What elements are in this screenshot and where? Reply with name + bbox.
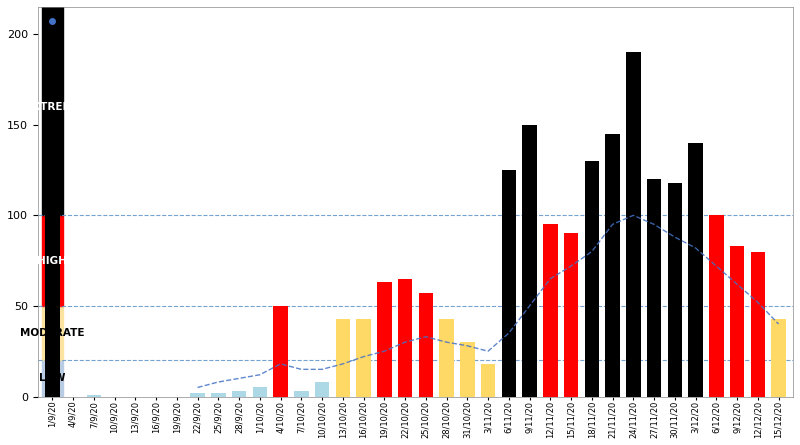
Bar [335,319,350,396]
Bar [626,52,641,396]
Bar [86,395,101,396]
Text: HIGH: HIGH [38,255,67,266]
Bar [688,143,702,396]
Bar [211,393,226,396]
Bar [42,360,62,396]
Bar [460,342,474,396]
Bar [709,215,723,396]
Bar [667,183,682,396]
Bar [606,134,620,396]
Bar [314,382,330,396]
Bar [274,306,288,396]
Bar [771,319,786,396]
Bar [585,161,599,396]
Bar [356,319,371,396]
Bar [253,388,267,396]
Text: LOW: LOW [39,373,66,384]
Bar [42,215,62,306]
Bar [42,0,62,215]
Bar [45,34,59,396]
Bar [481,364,495,396]
Bar [294,391,309,396]
Text: EXTREME: EXTREME [25,101,80,112]
Bar [543,224,558,396]
Text: MODERATE: MODERATE [20,328,85,338]
Bar [398,279,412,396]
Bar [730,246,744,396]
Bar [439,319,454,396]
Bar [646,179,662,396]
Bar [522,125,537,396]
Bar [418,293,433,396]
Bar [42,306,62,360]
Bar [377,283,391,396]
Bar [232,391,246,396]
Bar [564,234,578,396]
Bar [750,251,765,396]
Bar [502,170,516,396]
Bar [190,393,205,396]
